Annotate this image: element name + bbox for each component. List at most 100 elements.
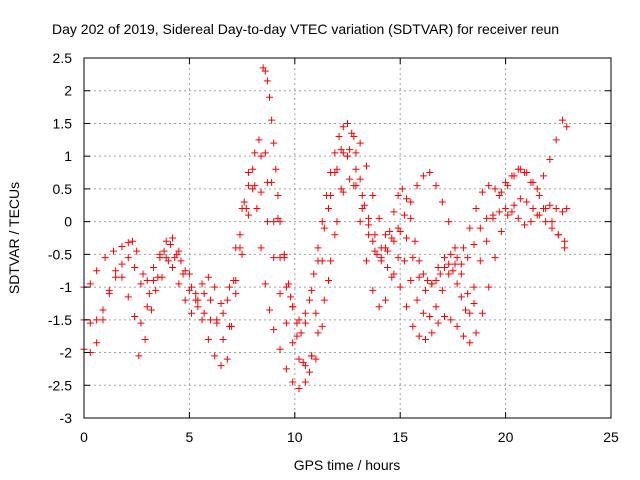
data-point — [546, 201, 554, 209]
data-point — [516, 195, 524, 203]
data-point — [249, 165, 257, 173]
data-point — [521, 221, 529, 229]
data-point — [375, 214, 383, 222]
data-point — [508, 172, 516, 180]
data-point — [287, 293, 295, 301]
data-point — [289, 339, 297, 347]
data-point — [93, 267, 101, 275]
series-track-2 — [80, 175, 569, 370]
data-point — [559, 208, 567, 216]
data-point — [337, 185, 345, 193]
data-point — [244, 211, 252, 219]
data-point — [413, 296, 421, 304]
data-point — [476, 224, 484, 232]
data-point — [428, 329, 436, 337]
data-point — [244, 182, 252, 190]
data-point — [289, 303, 297, 311]
data-point — [552, 205, 560, 213]
data-point — [403, 195, 411, 203]
data-point — [206, 316, 214, 324]
data-point — [219, 335, 227, 343]
data-point — [428, 280, 436, 288]
data-point — [514, 165, 522, 173]
data-point — [137, 319, 145, 327]
data-point — [485, 182, 493, 190]
data-point — [508, 208, 516, 216]
y-tick-label: 1.5 — [53, 115, 73, 131]
data-point — [409, 322, 417, 330]
data-point — [459, 244, 467, 252]
data-point — [377, 254, 385, 262]
data-point — [268, 178, 276, 186]
data-point — [365, 231, 373, 239]
data-point — [453, 280, 461, 288]
chart-title: Day 202 of 2019, Sidereal Day-to-day VTE… — [52, 21, 559, 37]
data-point — [266, 306, 274, 314]
data-point — [297, 329, 305, 337]
data-point — [188, 309, 196, 317]
data-point — [432, 277, 440, 285]
data-point — [362, 257, 370, 265]
x-tick-label: 5 — [186, 429, 194, 445]
data-point — [436, 270, 444, 278]
data-point — [268, 116, 276, 124]
data-point — [276, 345, 284, 353]
data-point — [99, 306, 107, 314]
y-tick-label: 2.5 — [53, 50, 73, 66]
data-point — [200, 309, 208, 317]
data-point — [548, 224, 556, 232]
y-tick-label: 2 — [64, 83, 72, 99]
data-point — [514, 214, 522, 222]
data-point — [112, 273, 120, 281]
data-point — [133, 247, 141, 255]
data-point — [445, 270, 453, 278]
data-point — [510, 201, 518, 209]
data-point — [166, 241, 174, 249]
data-point — [356, 139, 364, 147]
data-point — [445, 260, 453, 268]
data-point — [457, 293, 465, 301]
data-point — [365, 221, 373, 229]
y-tick-label: 1 — [64, 148, 72, 164]
data-point — [261, 67, 269, 75]
data-point — [310, 270, 318, 278]
data-point — [331, 231, 339, 239]
data-point — [270, 218, 278, 226]
data-point — [169, 234, 177, 242]
data-point — [483, 214, 491, 222]
data-point — [206, 296, 214, 304]
data-point — [318, 322, 326, 330]
data-point — [369, 286, 377, 294]
y-tick-label: -3 — [60, 410, 73, 426]
data-point — [415, 257, 423, 265]
data-point — [432, 182, 440, 190]
data-point — [131, 263, 139, 271]
data-point — [112, 267, 120, 275]
data-point — [394, 191, 402, 199]
data-point — [478, 188, 486, 196]
data-point — [470, 241, 478, 249]
data-point — [213, 319, 221, 327]
data-point — [426, 313, 434, 321]
data-point — [156, 254, 164, 262]
data-point — [381, 231, 389, 239]
data-point — [293, 319, 301, 327]
data-point — [554, 231, 562, 239]
data-points — [80, 64, 571, 393]
data-point — [263, 77, 271, 85]
data-point — [426, 169, 434, 177]
data-point — [325, 277, 333, 285]
data-point — [497, 227, 505, 235]
data-point — [360, 201, 368, 209]
data-point — [369, 237, 377, 245]
data-point — [173, 250, 181, 258]
y-tick-label: -0.5 — [48, 246, 72, 262]
data-point — [211, 352, 219, 360]
data-point — [200, 290, 208, 298]
data-point — [400, 257, 408, 265]
data-point — [223, 355, 231, 363]
data-point — [240, 198, 248, 206]
data-point — [535, 211, 543, 219]
series-track-4 — [135, 116, 571, 376]
